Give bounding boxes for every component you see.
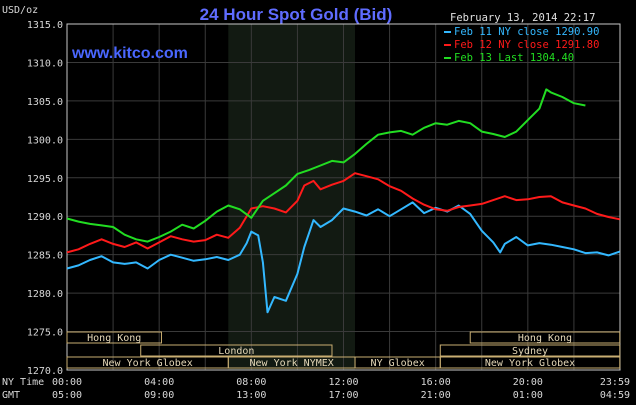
website-label: www.kitco.com: [71, 45, 188, 62]
x-tick-label: 08:00: [236, 377, 266, 388]
y-axis-ticks: 1315.0 1310.0 1305.0 1300.0 1295.0 1290.0 1285…: [27, 20, 63, 377]
x-tick-label: 23:59: [600, 377, 630, 388]
session-label: Hong Kong: [518, 333, 572, 344]
y-tick-label: 1280.0: [27, 289, 63, 300]
legend-entry: Feb 12 NY close 1291.80: [454, 39, 599, 51]
x-tick-label: 16:00: [421, 377, 451, 388]
y-tick-label: 1300.0: [27, 135, 63, 146]
x-tick-label: 00:00: [52, 377, 82, 388]
x-axis-ticks: NY Time 00:00 04:00 08:00 12:00 16:00 20:00 23:…: [2, 377, 630, 401]
session-label: New York Globex: [485, 358, 575, 369]
y-tick-label: 1305.0: [27, 97, 63, 108]
session-box: [439, 356, 621, 369]
session-label: New York NYMEX: [250, 358, 334, 369]
session-box: [469, 331, 621, 344]
legend-entry: Feb 13 Last 1304.40: [454, 52, 574, 64]
x-tick-label: 12:00: [328, 377, 358, 388]
y-axis-unit: USD/oz: [2, 5, 38, 16]
series-line: [66, 172, 620, 254]
x-tick-label: 20:00: [513, 377, 543, 388]
session-label: New York Globex: [102, 358, 192, 369]
series-line: [66, 201, 621, 314]
x-tick-label: 09:00: [144, 390, 174, 401]
x-tick-label: 21:00: [421, 390, 451, 401]
y-tick-label: 1295.0: [27, 174, 63, 185]
trading-sessions: Hong Kong London New York Globex New York N…: [66, 331, 621, 369]
legend-entry: Feb 11 NY close 1290.90: [454, 26, 599, 38]
session-box: [66, 331, 162, 344]
nymex-session-shade: [228, 24, 356, 370]
x-axis-row-label: NY Time: [2, 377, 44, 388]
x-tick-label: 04:00: [144, 377, 174, 388]
chart-date: February 13, 2014 22:17: [450, 12, 595, 24]
y-tick-label: 1315.0: [27, 20, 63, 31]
session-box: [140, 344, 333, 357]
plot-frame: [66, 23, 621, 371]
x-axis-row-label: GMT: [2, 390, 20, 401]
series-line: [66, 88, 586, 243]
x-tick-label: 17:00: [328, 390, 358, 401]
session-label: Sydney: [512, 346, 548, 357]
y-tick-label: 1270.0: [27, 366, 63, 377]
x-tick-label: 01:00: [513, 390, 543, 401]
y-tick-label: 1275.0: [27, 328, 63, 339]
y-tick-label: 1310.0: [27, 58, 63, 69]
x-tick-label: 04:59: [600, 390, 630, 401]
price-series: [66, 88, 621, 314]
session-box: [439, 344, 621, 357]
session-label: London: [218, 346, 254, 357]
x-tick-label: 05:00: [52, 390, 82, 401]
session-label: Hong Kong: [87, 333, 141, 344]
y-tick-label: 1285.0: [27, 251, 63, 262]
session-label: NY Globex: [371, 358, 425, 369]
chart-title: 24 Hour Spot Gold (Bid): [200, 5, 393, 24]
x-tick-label: 13:00: [236, 390, 266, 401]
y-tick-label: 1290.0: [27, 212, 63, 223]
